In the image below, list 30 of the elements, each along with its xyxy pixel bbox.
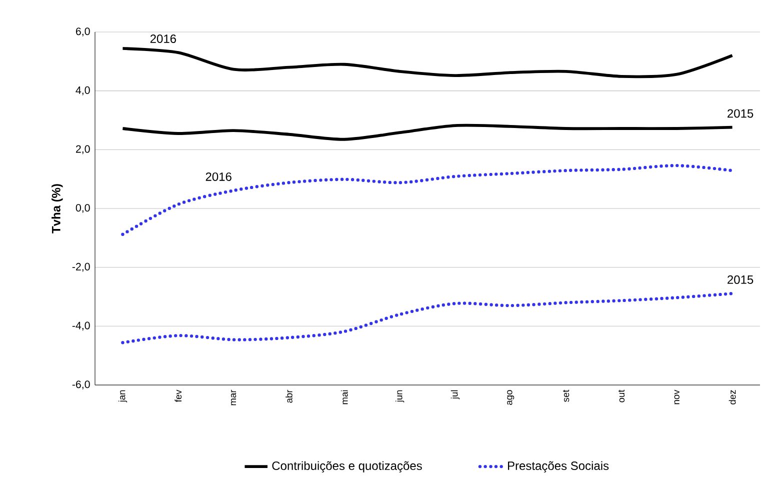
line-series — [121, 124, 734, 141]
x-tick-label: abr — [286, 390, 292, 403]
y-axis-title: Tvha (%) — [52, 184, 63, 234]
legend-label: Prestações Sociais — [508, 461, 609, 472]
legend-label: Contribuições e quotizações — [272, 461, 422, 472]
line-series — [121, 292, 734, 344]
x-tick-label: nov — [674, 390, 680, 404]
x-tick-label: dez — [728, 390, 736, 404]
x-tick-label: fev — [174, 390, 182, 402]
x-tick-label: set — [562, 390, 570, 402]
y-tick-label: 2,0 — [76, 145, 90, 154]
y-tick-label: -6,0 — [72, 380, 90, 390]
x-tick-label: mar — [230, 390, 236, 406]
y-tick-label: 0,0 — [76, 204, 90, 213]
annotation: 2016 — [150, 34, 176, 43]
x-tick-label: out — [618, 390, 625, 402]
x-tick-label: jul — [450, 390, 460, 400]
x-tick-label: jan — [118, 390, 128, 402]
y-tick-label: -2,0 — [72, 262, 90, 272]
y-tick-label: 6,0 — [76, 28, 90, 36]
line-series — [121, 164, 734, 236]
line-series — [121, 46, 734, 78]
y-tick-label: -4,0 — [72, 322, 90, 331]
annotation: 2016 — [206, 172, 232, 181]
x-tick-label: ago — [507, 390, 514, 405]
annotation: 2015 — [728, 109, 754, 118]
x-tick-label: mai — [340, 390, 348, 404]
annotation: 2015 — [728, 275, 754, 284]
x-tick-label: jun — [395, 390, 404, 402]
y-tick-label: 4,0 — [76, 86, 90, 96]
